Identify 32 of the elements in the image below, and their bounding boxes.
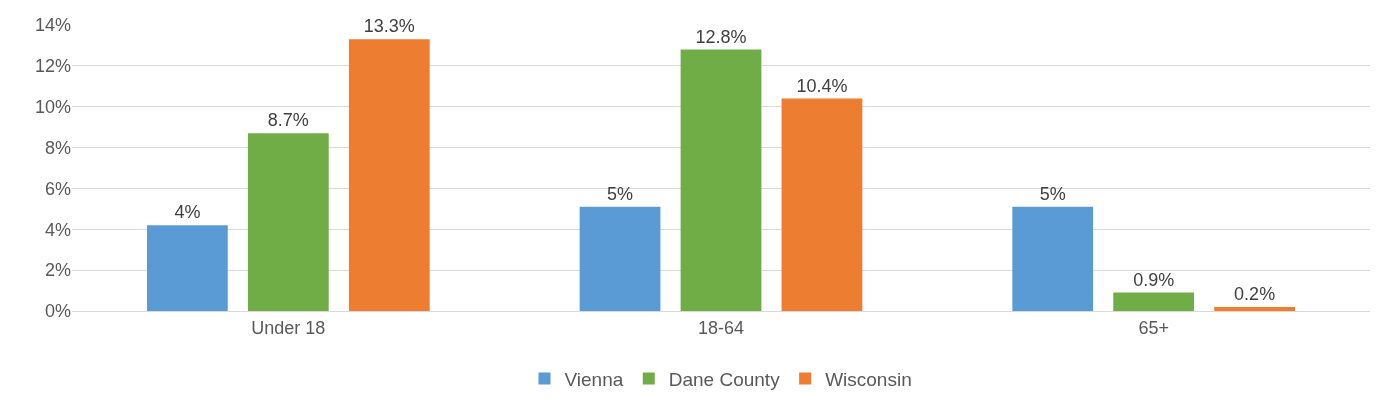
y-tick-label: 14% xyxy=(34,15,71,36)
bar xyxy=(579,206,661,311)
data-label: 5% xyxy=(1039,183,1066,204)
bar xyxy=(781,98,863,311)
y-tick-label: 6% xyxy=(44,178,71,199)
data-label: 5% xyxy=(607,183,634,204)
data-label: 10.4% xyxy=(796,75,848,96)
legend-label: Wisconsin xyxy=(825,368,912,390)
data-label: 0.2% xyxy=(1234,283,1276,304)
data-label: 4% xyxy=(174,202,201,223)
legend-label: Vienna xyxy=(564,368,624,390)
x-tick-label: 65+ xyxy=(1138,317,1169,338)
x-tick-label: 18-64 xyxy=(697,317,745,338)
bar xyxy=(348,39,430,311)
bar xyxy=(147,225,228,311)
y-tick-label: 8% xyxy=(44,137,71,158)
data-label: 12.8% xyxy=(695,26,747,47)
bar xyxy=(1214,306,1295,311)
legend-label: Dane County xyxy=(668,368,781,390)
y-tick-label: 4% xyxy=(44,219,71,240)
bar xyxy=(1113,292,1195,311)
data-label: 0.9% xyxy=(1133,269,1175,290)
x-tick-label: Under 18 xyxy=(251,317,326,338)
y-tick-label: 10% xyxy=(34,97,71,118)
bar xyxy=(680,49,762,311)
y-tick-label: 12% xyxy=(34,56,71,77)
bar xyxy=(247,133,329,311)
y-tick-label: 0% xyxy=(44,301,71,322)
bar xyxy=(1012,206,1094,311)
data-label: 13.3% xyxy=(363,16,415,37)
y-tick-label: 2% xyxy=(44,260,71,281)
data-label: 8.7% xyxy=(267,110,309,131)
